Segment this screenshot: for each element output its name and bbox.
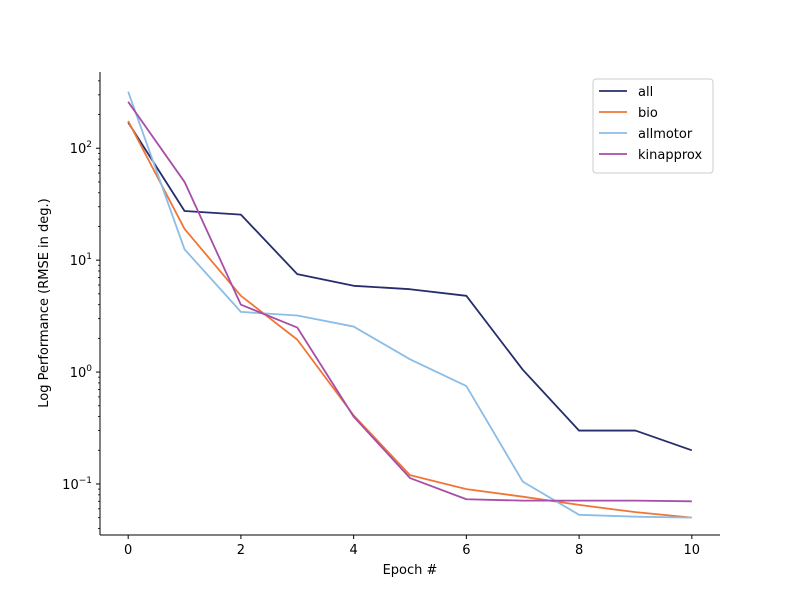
x-tick-label: 0 — [124, 543, 132, 558]
series-lines — [127, 91, 693, 519]
legend-box — [592, 78, 714, 174]
x-tick-label: 8 — [575, 543, 583, 558]
y-tick-label: 10−1 — [62, 476, 92, 493]
legend-label-bio: bio — [638, 106, 658, 121]
x-tick-label: 6 — [462, 543, 470, 558]
legend-label-kinapprox: kinapprox — [638, 148, 702, 163]
legend: all bio allmotor kinapprox — [592, 78, 714, 174]
series-line-allmotor — [127, 91, 692, 519]
legend-label-all: all — [638, 85, 653, 100]
y-tick-label: 101 — [70, 252, 92, 269]
series-line-kinapprox — [127, 101, 692, 503]
series-line-bio — [127, 120, 692, 519]
x-axis-label: Epoch # — [383, 563, 438, 578]
legend-label-allmotor: allmotor — [638, 127, 693, 142]
y-tick-label: 102 — [70, 140, 92, 157]
x-tick-labels: 0 2 4 6 8 10 — [124, 543, 700, 558]
x-tick-label: 2 — [237, 543, 245, 558]
y-axis-label: Log Performance (RMSE in deg.) — [37, 198, 52, 407]
axis-ticks — [96, 147, 693, 539]
y-tick-labels: 10−1 100 101 102 — [62, 140, 92, 493]
y-tick-label: 100 — [70, 364, 93, 381]
x-tick-label: 4 — [349, 543, 357, 558]
x-tick-label: 10 — [684, 543, 701, 558]
series-line-all — [127, 121, 693, 452]
